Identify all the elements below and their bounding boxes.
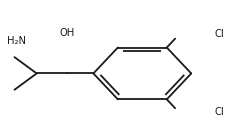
Text: Cl: Cl (214, 29, 223, 39)
Text: H₂N: H₂N (7, 36, 26, 46)
Text: Cl: Cl (214, 107, 223, 117)
Text: OH: OH (59, 28, 74, 38)
